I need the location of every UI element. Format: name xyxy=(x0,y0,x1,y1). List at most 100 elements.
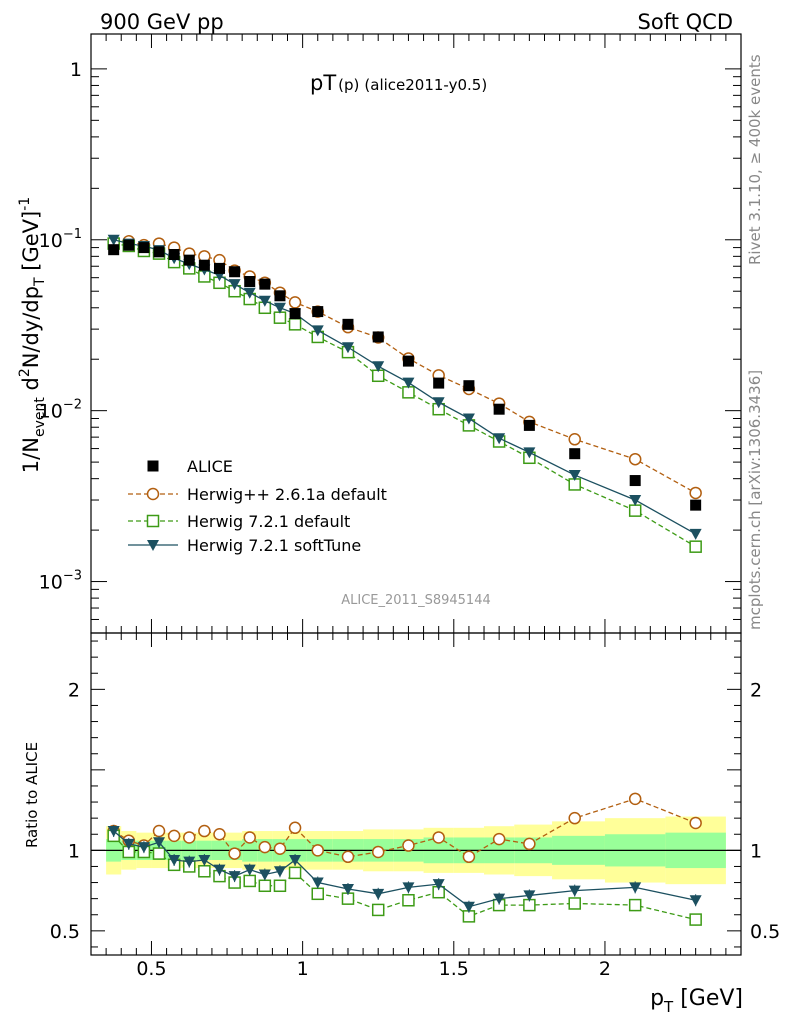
ratio-point-hpp xyxy=(492,832,506,846)
ratio-point-hpp xyxy=(152,824,166,838)
x-tick-label: 1 xyxy=(297,958,309,980)
point-soft xyxy=(107,234,120,246)
point-soft xyxy=(273,302,286,314)
point-alice xyxy=(108,244,120,256)
mcplots-label: mcplots.cern.ch [arXiv:1306.3436] xyxy=(746,370,764,630)
ratio-point-soft xyxy=(137,842,150,854)
point-soft xyxy=(523,447,536,459)
point-alice xyxy=(168,249,180,261)
point-alice xyxy=(690,499,702,511)
ratio-point-soft xyxy=(228,871,241,883)
point-soft xyxy=(372,361,385,373)
ratio-y-tick-label-left: 1 xyxy=(68,840,80,862)
analysis-watermark: ALICE_2011_S8945144 xyxy=(341,593,491,608)
plot-title-tag: (alice2011-y0.5) xyxy=(364,76,487,94)
ratio-point-hpp xyxy=(311,844,324,857)
ratio-point-hpp xyxy=(402,839,415,852)
ratio-point-h721 xyxy=(273,879,287,893)
point-hpp xyxy=(288,296,302,309)
legend-label-h721: Herwig 7.2.1 default xyxy=(187,512,350,531)
point-h721 xyxy=(689,540,702,553)
ratio-point-hpp xyxy=(628,792,642,806)
point-alice xyxy=(138,242,150,254)
header-left: 900 GeV pp xyxy=(100,10,224,34)
ratio-y-tick-label-left: 2 xyxy=(68,679,80,701)
header-right: Soft QCD xyxy=(638,10,733,34)
x-tick-label: 1.5 xyxy=(439,958,469,980)
point-alice xyxy=(342,318,354,330)
legend-marker-h721 xyxy=(146,514,160,528)
series-soft xyxy=(107,234,702,913)
point-alice xyxy=(244,275,256,287)
ratio-point-soft xyxy=(402,882,415,894)
ratio-point-soft xyxy=(523,890,536,902)
point-alice xyxy=(312,306,324,318)
point-alice xyxy=(629,475,641,487)
legend-label-hpp: Herwig++ 2.6.1a default xyxy=(187,485,387,504)
ratio-point-soft xyxy=(311,877,324,889)
point-alice xyxy=(523,419,535,431)
legend-label-alice: ALICE xyxy=(187,457,233,476)
ratio-point-soft xyxy=(183,856,196,868)
legend-label-soft: Herwig 7.2.1 softTune xyxy=(187,536,361,555)
point-soft xyxy=(228,279,241,291)
ratio-point-hpp xyxy=(371,845,385,859)
legend: ALICE Herwig++ 2.6.1a default Herwig 7.2.1… xyxy=(128,457,387,555)
ratio-point-hpp xyxy=(462,850,476,864)
ratio-y-tick-label-left: 0.5 xyxy=(50,921,80,943)
ratio-point-soft xyxy=(243,864,256,876)
series-alice xyxy=(108,239,702,511)
point-soft xyxy=(402,377,415,389)
main-y-tick-label: 10−2 xyxy=(39,398,82,423)
point-soft xyxy=(243,287,256,299)
point-alice xyxy=(289,308,301,320)
plot-title-main: pT xyxy=(310,71,336,95)
ratio-point-hpp xyxy=(523,837,536,851)
x-tick-label: 2 xyxy=(599,958,611,980)
point-alice xyxy=(153,246,165,258)
point-soft xyxy=(568,470,581,482)
ratio-point-soft xyxy=(258,869,271,881)
ratio-point-soft xyxy=(462,901,475,913)
ratio-point-soft xyxy=(122,838,135,850)
point-soft xyxy=(493,433,506,445)
point-alice xyxy=(463,380,475,392)
point-hpp xyxy=(628,452,642,466)
ratio-point-h721 xyxy=(371,903,385,917)
legend-marker-hpp xyxy=(146,487,160,501)
ratio-point-h721 xyxy=(198,865,211,878)
ratio-point-soft xyxy=(372,888,385,900)
ratio-frame xyxy=(90,632,742,956)
point-hpp xyxy=(689,486,702,500)
ratio-point-hpp xyxy=(432,831,445,844)
main-ylabel: 1/Nevent d2N/dy/dpT [GeV]-1 xyxy=(17,197,48,473)
ratio-point-soft xyxy=(153,837,166,849)
point-hpp xyxy=(568,433,581,446)
ratio-y-tick-label-right: 0.5 xyxy=(750,921,780,943)
ratio-point-h721 xyxy=(568,897,581,910)
ratio-point-h721 xyxy=(311,887,324,901)
point-alice xyxy=(433,377,445,389)
point-alice xyxy=(274,290,286,302)
ratio-point-hpp xyxy=(167,829,181,843)
ratio-y-tick-label-right: 1 xyxy=(750,840,762,862)
point-alice xyxy=(183,254,195,266)
x-axis-label: pT [GeV] xyxy=(650,986,743,1016)
plot-title-sub: (p) xyxy=(338,76,359,94)
ratio-point-soft xyxy=(198,855,211,867)
ratio-point-hpp xyxy=(228,847,241,860)
ratio-point-h721 xyxy=(288,866,302,880)
axes: 0.5 1 1.5 2 1 10−1 10−2 10−3 2 2 1 1 0.5 0.5 xyxy=(39,33,780,980)
point-soft xyxy=(311,325,324,337)
ratio-point-hpp xyxy=(568,811,581,825)
point-alice xyxy=(493,403,505,415)
point-h721 xyxy=(273,311,287,324)
ratio-point-hpp xyxy=(288,821,302,835)
plot-title: pT (p) (alice2011-y0.5) xyxy=(310,71,487,95)
ratio-point-h721 xyxy=(689,913,702,926)
ratio-point-soft xyxy=(568,885,581,897)
point-alice xyxy=(402,355,414,367)
ratio-point-soft xyxy=(493,893,506,905)
point-soft xyxy=(432,397,445,409)
